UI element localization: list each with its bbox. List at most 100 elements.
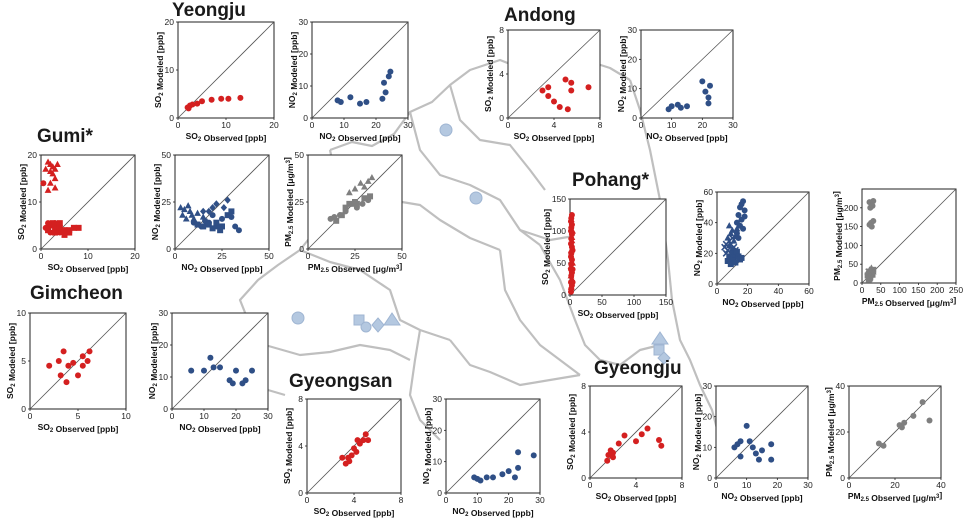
data-point	[539, 87, 546, 94]
x-axis-label: SO2 Observed [ppb]	[514, 131, 595, 143]
y-tick-label: 10	[159, 372, 169, 382]
data-point	[348, 452, 355, 459]
y-tick-label: 20	[704, 248, 714, 258]
data-point	[477, 477, 484, 484]
data-point	[46, 362, 53, 369]
station-marker-pohang-square	[653, 344, 665, 356]
data-point	[75, 224, 82, 231]
data-point	[346, 458, 353, 465]
data-point	[66, 229, 73, 236]
data-point	[361, 183, 368, 190]
x-tick-label: 10	[221, 120, 231, 130]
data-point	[865, 274, 874, 283]
data-point	[79, 362, 86, 369]
data-point	[644, 425, 651, 432]
data-point	[585, 84, 592, 91]
data-point	[568, 275, 576, 282]
data-point	[727, 256, 734, 263]
x-tick-label: 8	[680, 480, 685, 490]
y-tick-label: 50	[295, 150, 305, 160]
data-point	[186, 207, 194, 214]
x-tick-label: 4	[634, 480, 639, 490]
data-point	[51, 165, 59, 172]
x-axis-label: SO2 Observed [ppb]	[578, 308, 659, 320]
data-point	[499, 471, 506, 478]
data-point	[70, 224, 77, 231]
x-tick-label: 10	[339, 120, 349, 130]
data-point	[722, 240, 730, 248]
y-axis-label: NO2 Modeled [ppb]	[421, 408, 433, 485]
data-point	[357, 100, 363, 107]
x-tick-label: 50	[397, 251, 407, 261]
data-point	[194, 100, 201, 107]
data-point	[200, 207, 207, 215]
data-point	[382, 89, 389, 96]
data-point	[228, 208, 235, 215]
map-inner-g	[408, 329, 441, 441]
data-point	[351, 185, 359, 192]
data-point	[621, 432, 628, 439]
data-point	[54, 160, 61, 167]
y-axis-label: PM2.5 Modeled [μg/m3]	[831, 191, 844, 281]
y-tick-label: 10	[17, 308, 27, 318]
data-point	[61, 227, 68, 234]
data-point	[633, 438, 639, 445]
data-point	[658, 442, 665, 449]
x-axis-label: NO2 Observed [ppb]	[452, 506, 533, 518]
map-inner-d	[448, 84, 546, 191]
data-point	[233, 367, 239, 374]
data-point	[199, 98, 205, 105]
data-point	[194, 209, 201, 216]
x-tick-label: 100	[893, 285, 907, 295]
data-point	[919, 399, 926, 406]
data-point	[729, 250, 736, 257]
y-axis-label: SO2 Modeled [ppb]	[483, 36, 495, 112]
data-point	[740, 225, 747, 232]
city-label-pohang: Pohang*	[572, 170, 650, 191]
y-tick-label: 0	[853, 278, 858, 288]
data-point	[870, 198, 877, 205]
y-tick-label: 100	[552, 226, 566, 236]
x-tick-label: 30	[263, 411, 273, 421]
x-tick-label: 0	[506, 120, 511, 130]
y-tick-label: 25	[162, 197, 172, 207]
data-point	[55, 358, 62, 364]
x-tick-label: 10	[121, 411, 131, 421]
map-inner-e	[539, 244, 661, 367]
data-point	[545, 93, 552, 99]
station-marker-gumi-triangle	[383, 312, 401, 326]
data-point	[52, 229, 59, 236]
data-point	[726, 253, 733, 260]
one-to-one-line	[311, 21, 409, 119]
data-point	[567, 262, 575, 269]
data-point	[79, 353, 86, 360]
y-tick-label: 4	[298, 441, 303, 451]
x-tick-label: 30	[403, 120, 413, 130]
data-point	[610, 454, 616, 461]
x-axis-label: PM2.5 Observed [μg/m3]	[308, 261, 403, 274]
x-axis-label: NO2 Observed [ppb]	[179, 422, 260, 434]
y-axis-label: SO2 Modeled [ppb]	[153, 32, 165, 108]
x-tick-label: 0	[714, 480, 719, 490]
city-label-gimcheon: Gimcheon	[30, 283, 123, 304]
data-point	[381, 79, 387, 86]
data-point	[564, 106, 571, 113]
x-tick-label: 20	[231, 411, 241, 421]
x-tick-label: 200	[930, 285, 944, 295]
x-tick-label: 0	[847, 480, 852, 490]
data-point	[368, 173, 376, 181]
data-point	[638, 431, 645, 438]
station-marker-gumi-square	[353, 314, 365, 326]
data-point	[208, 96, 215, 103]
data-point	[483, 474, 490, 481]
x-tick-label: 150	[911, 285, 925, 295]
y-tick-label: 0	[303, 113, 308, 123]
data-point	[56, 229, 63, 236]
y-axis-label: NO2 Modeled [ppb]	[150, 164, 162, 241]
